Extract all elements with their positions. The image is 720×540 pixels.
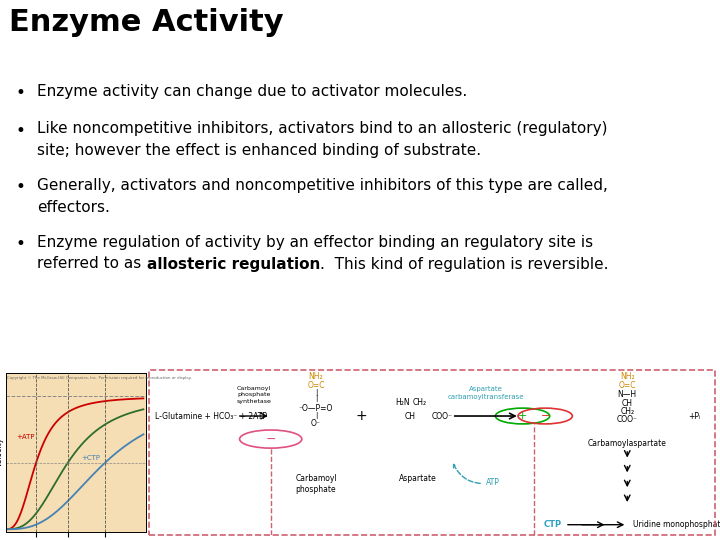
Text: Carbamoylaspartate: Carbamoylaspartate: [588, 439, 667, 448]
Text: .  This kind of regulation is reversible.: . This kind of regulation is reversible.: [320, 256, 608, 272]
Text: +: +: [518, 411, 527, 421]
Text: NH₂: NH₂: [309, 373, 323, 381]
Text: Copyright © The McGraw-Hill Companies, Inc. Permission required for reproduction: Copyright © The McGraw-Hill Companies, I…: [7, 376, 192, 380]
Text: O=C: O=C: [307, 381, 325, 390]
Text: |: |: [315, 389, 318, 396]
Text: +ATP: +ATP: [17, 434, 35, 440]
Text: O=C: O=C: [618, 381, 636, 390]
Text: Generally, activators and noncompetitive inhibitors of this type are called,: Generally, activators and noncompetitive…: [37, 178, 608, 193]
Text: ATP: ATP: [454, 464, 500, 487]
Text: CTP: CTP: [544, 520, 562, 529]
Text: Like noncompetitive inhibitors, activators bind to an allosteric (regulatory): Like noncompetitive inhibitors, activato…: [37, 122, 608, 137]
Text: CH: CH: [622, 399, 633, 408]
Text: COO⁻: COO⁻: [432, 411, 453, 421]
Text: referred to as: referred to as: [37, 256, 147, 272]
Text: CH₂: CH₂: [620, 407, 634, 416]
Text: •: •: [16, 84, 26, 102]
Text: +: +: [356, 409, 367, 423]
Text: Enzyme Activity: Enzyme Activity: [9, 8, 284, 37]
Text: •: •: [16, 235, 26, 253]
Text: Aspartate
carbamoyltransferase: Aspartate carbamoyltransferase: [448, 386, 524, 400]
Text: |: |: [315, 412, 318, 419]
Text: O⁻: O⁻: [311, 419, 321, 428]
Text: H₂N: H₂N: [395, 399, 410, 407]
Text: Carbamoyl
phosphate
synthetase: Carbamoyl phosphate synthetase: [236, 386, 271, 404]
Text: NH₂: NH₂: [620, 373, 634, 381]
Text: −: −: [266, 433, 276, 446]
Text: CH: CH: [405, 411, 416, 421]
Text: −: −: [541, 411, 550, 421]
Text: •: •: [16, 122, 26, 139]
Text: Enzyme activity can change due to activator molecules.: Enzyme activity can change due to activa…: [37, 84, 468, 99]
Text: allosteric regulation: allosteric regulation: [147, 256, 320, 272]
Text: |: |: [315, 395, 318, 402]
Y-axis label: Velocity: Velocity: [0, 437, 4, 467]
Text: +Pᵢ: +Pᵢ: [688, 411, 701, 421]
Text: ⁻O—P=O: ⁻O—P=O: [299, 404, 333, 414]
Text: Carbamoyl
phosphate: Carbamoyl phosphate: [295, 474, 337, 494]
Text: COO⁻: COO⁻: [617, 415, 638, 424]
Text: +CTP: +CTP: [81, 455, 101, 461]
Text: •: •: [16, 178, 26, 196]
Text: effectors.: effectors.: [37, 200, 110, 215]
Text: Aspartate: Aspartate: [399, 474, 437, 483]
Text: site; however the effect is enhanced binding of substrate.: site; however the effect is enhanced bin…: [37, 143, 482, 158]
Text: Enzyme regulation of activity by an effector binding an regulatory site is: Enzyme regulation of activity by an effe…: [37, 235, 593, 250]
Text: CH₂: CH₂: [412, 399, 426, 407]
Text: L-Glutamine + HCO₃⁻ + 2ATP: L-Glutamine + HCO₃⁻ + 2ATP: [155, 411, 266, 421]
Text: Uridine monophosphate (UMP): Uridine monophosphate (UMP): [633, 520, 720, 529]
Text: N—H: N—H: [618, 390, 636, 400]
